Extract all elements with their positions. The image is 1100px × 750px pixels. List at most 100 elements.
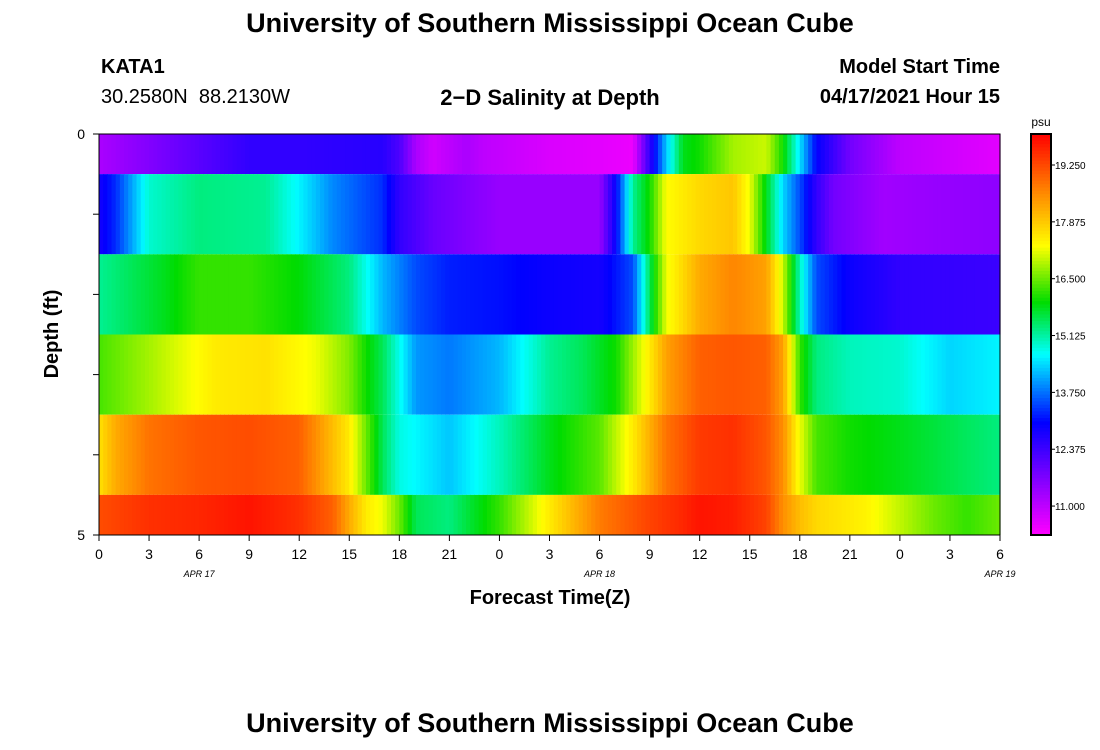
heatmap-cell [983, 494, 989, 535]
colorbar-segment [1031, 488, 1051, 493]
heatmap-cell [728, 494, 734, 535]
heatmap-cell [144, 494, 150, 535]
heatmap-cell [924, 174, 930, 255]
heatmap-cell [315, 134, 321, 175]
station-coordinates: 30.2580N 88.2130W [101, 86, 291, 108]
heatmap-cell [353, 414, 359, 495]
colorbar-segment [1031, 267, 1051, 272]
heatmap-cell [612, 414, 617, 495]
colorbar-segment [1031, 387, 1051, 392]
heatmap-cell [503, 254, 509, 335]
heatmap-cell [174, 414, 179, 495]
x-tick-label: 0 [95, 546, 103, 562]
heatmap-cell [165, 334, 171, 415]
colorbar-segment [1031, 177, 1051, 182]
heatmap-cell [557, 254, 563, 335]
x-tick-label: 12 [692, 546, 708, 562]
heatmap-cell [370, 414, 375, 495]
heatmap-cell [649, 134, 655, 175]
heatmap-cell [691, 494, 697, 535]
heatmap-cell [265, 174, 271, 255]
heatmap-cell [962, 494, 968, 535]
heatmap-cell [390, 494, 396, 535]
heatmap-cell [637, 494, 642, 535]
heatmap-cell [828, 254, 834, 335]
colorbar-segment [1031, 207, 1051, 212]
heatmap-cell [232, 174, 238, 255]
heatmap-cell [812, 254, 818, 335]
heatmap-cell [974, 174, 980, 255]
heatmap-cell [411, 134, 417, 175]
heatmap-cell [261, 174, 267, 255]
heatmap-cell [466, 334, 471, 415]
heatmap-cell [441, 134, 446, 175]
heatmap-cell [570, 254, 576, 335]
x-tick-label: 18 [792, 546, 808, 562]
colorbar-segment [1031, 264, 1051, 269]
heatmap-cell [866, 334, 872, 415]
heatmap-cell [954, 174, 959, 255]
heatmap-cell [983, 414, 989, 495]
heatmap-cell [336, 254, 342, 335]
heatmap-cell [536, 334, 542, 415]
heatmap-cell [149, 414, 154, 495]
heatmap-cell [169, 414, 175, 495]
heatmap-cell [378, 134, 384, 175]
heatmap-cell [165, 174, 171, 255]
heatmap-cell [215, 134, 221, 175]
heatmap-cell [574, 334, 580, 415]
heatmap-cell [703, 334, 709, 415]
x-tick-label: 6 [996, 546, 1004, 562]
heatmap-cell [236, 134, 242, 175]
heatmap-cell [666, 334, 672, 415]
heatmap-cell [799, 134, 805, 175]
heatmap-cell [399, 494, 405, 535]
heatmap-cell [824, 494, 830, 535]
heatmap-cell [778, 494, 784, 535]
heatmap-cell [708, 134, 713, 175]
heatmap-cell [149, 254, 154, 335]
heatmap-cell [203, 134, 209, 175]
heatmap-cell [841, 494, 847, 535]
heatmap-cell [874, 134, 880, 175]
colorbar-segment [1031, 347, 1051, 352]
colorbar-segment [1031, 521, 1051, 526]
heatmap-cell [399, 414, 405, 495]
heatmap-cell [674, 254, 680, 335]
heatmap-cell [107, 174, 113, 255]
heatmap-cell [390, 254, 396, 335]
heatmap-cell [340, 334, 346, 415]
heatmap-cell [157, 494, 163, 535]
colorbar-segment [1031, 194, 1051, 199]
heatmap-cell [837, 174, 843, 255]
heatmap-cell [941, 334, 947, 415]
heatmap-cell [286, 334, 292, 415]
heatmap-cell [716, 494, 722, 535]
heatmap-cell [144, 174, 150, 255]
heatmap-cell [132, 134, 138, 175]
heatmap-cell [128, 134, 133, 175]
heatmap-cell [899, 174, 905, 255]
heatmap-cell [386, 174, 392, 255]
heatmap-cell [240, 494, 246, 535]
colorbar-segment [1031, 317, 1051, 322]
heatmap-cell [749, 134, 755, 175]
heatmap-cell [933, 174, 939, 255]
heatmap-cell [432, 134, 438, 175]
heatmap-cell [641, 134, 647, 175]
heatmap-cell [749, 414, 755, 495]
heatmap-cell [566, 134, 571, 175]
station-name: KATA1 [101, 56, 165, 78]
heatmap-cell [595, 134, 601, 175]
heatmap-cell [607, 134, 613, 175]
heatmap-cell [278, 174, 284, 255]
colorbar: 11.000 12.375 13.750 15.125 16.500 17.875 19.2… [1030, 133, 1086, 536]
heatmap-cell [236, 414, 242, 495]
heatmap-cell [879, 414, 884, 495]
heatmap-cell [666, 174, 672, 255]
heatmap-cell [933, 494, 939, 535]
heatmap-cell [536, 414, 542, 495]
model-start-value: 04/17/2021 Hour 15 [819, 86, 1000, 108]
heatmap-cell [803, 134, 809, 175]
heatmap-cell [203, 254, 209, 335]
